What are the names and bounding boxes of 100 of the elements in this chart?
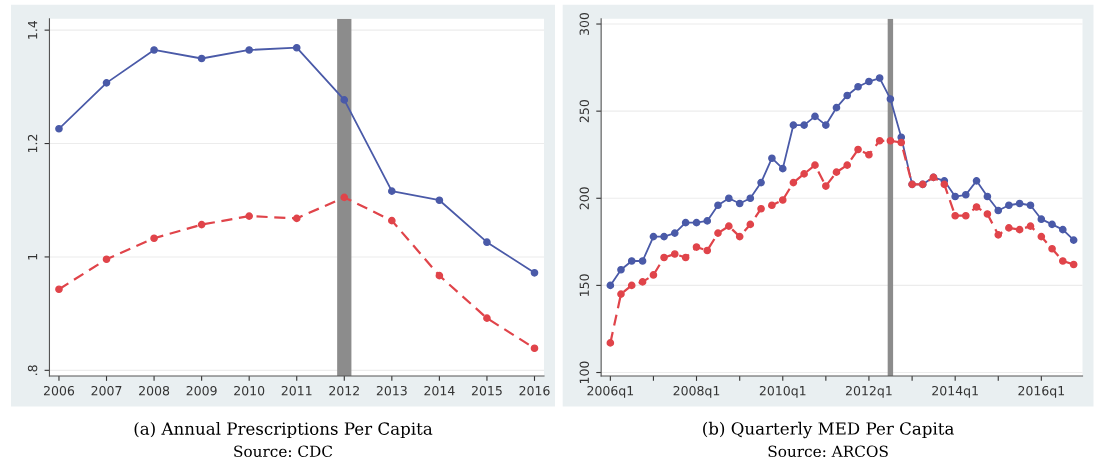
x-tick-label: 2012q1 <box>845 385 892 398</box>
point <box>725 222 733 230</box>
point <box>1037 215 1046 224</box>
point <box>854 82 862 91</box>
point <box>811 112 819 121</box>
point <box>292 214 301 223</box>
point <box>388 187 396 195</box>
point <box>800 170 808 178</box>
point <box>435 271 444 280</box>
point <box>55 124 63 133</box>
point <box>822 121 830 129</box>
point <box>832 168 841 176</box>
point <box>1058 257 1067 265</box>
y-tick-label: 200 <box>579 187 590 210</box>
point <box>994 231 1003 239</box>
point <box>789 178 798 187</box>
point <box>1037 232 1046 241</box>
point <box>800 121 808 129</box>
point <box>617 290 625 298</box>
point <box>1069 260 1078 269</box>
point <box>681 218 690 227</box>
point <box>757 178 765 187</box>
point <box>843 161 852 169</box>
y-tick-label: 1.2 <box>27 134 38 153</box>
point <box>789 121 798 129</box>
x-tick-label: 2014 <box>424 385 455 396</box>
point <box>735 199 744 208</box>
point <box>854 145 862 154</box>
x-tick-label: 2006 <box>43 385 75 396</box>
point <box>822 182 830 190</box>
y-tick-label: 300 <box>579 12 590 35</box>
point <box>660 232 668 241</box>
point <box>994 206 1003 215</box>
point <box>886 136 895 145</box>
point <box>55 285 63 294</box>
point <box>1058 225 1067 234</box>
point <box>245 212 253 220</box>
point <box>340 193 349 202</box>
point <box>150 46 158 54</box>
point <box>983 210 992 218</box>
point <box>768 154 776 163</box>
point <box>1015 225 1024 234</box>
point <box>1069 236 1078 244</box>
point <box>692 243 701 251</box>
x-tick-label: 2008q1 <box>673 385 720 398</box>
point <box>746 194 755 203</box>
x-tick-label: 2016 <box>519 385 550 396</box>
point <box>649 232 658 241</box>
point <box>746 220 755 229</box>
y-tick-label: 150 <box>579 274 590 296</box>
point <box>638 257 647 265</box>
point <box>768 201 776 210</box>
point <box>150 234 158 243</box>
point <box>340 96 349 104</box>
point <box>670 229 679 237</box>
point <box>961 190 970 199</box>
point <box>961 211 970 220</box>
point <box>865 77 873 86</box>
text: (a) Annual Prescriptions Per Capita <box>134 421 433 439</box>
point <box>951 192 960 201</box>
point <box>875 74 884 82</box>
point <box>843 91 852 100</box>
point <box>245 46 253 54</box>
point <box>778 164 787 173</box>
point <box>660 253 668 262</box>
x-tick-label: 2006q1 <box>587 385 634 398</box>
point <box>1048 244 1056 253</box>
point <box>897 138 906 147</box>
x-tick-label: 2011 <box>281 385 312 396</box>
point <box>1026 222 1035 230</box>
y-tick-label: .8 <box>27 365 38 375</box>
source-note: Source: CDC <box>234 445 333 458</box>
point <box>886 95 895 103</box>
point <box>627 281 636 290</box>
x-tick-label: 2010 <box>234 385 265 396</box>
point <box>951 211 960 220</box>
point <box>617 265 625 274</box>
point <box>757 204 765 213</box>
point <box>735 232 744 241</box>
point <box>875 136 884 145</box>
point <box>714 201 722 210</box>
x-tick-label: 2009 <box>186 385 217 396</box>
source-note: Source: ARCOS <box>768 445 888 458</box>
point <box>530 268 539 277</box>
point <box>865 150 873 159</box>
point <box>1005 224 1013 232</box>
point <box>197 220 206 229</box>
point <box>435 196 444 205</box>
point <box>1015 199 1024 208</box>
x-tick-label: 2016q1 <box>1018 385 1065 398</box>
point <box>606 339 615 347</box>
x-tick-label: 2014q1 <box>932 385 978 398</box>
point <box>725 194 733 203</box>
point <box>530 344 539 353</box>
point <box>102 255 111 264</box>
point <box>292 43 301 52</box>
point <box>670 250 679 258</box>
point <box>692 218 701 227</box>
point <box>703 246 712 255</box>
point <box>649 271 658 279</box>
